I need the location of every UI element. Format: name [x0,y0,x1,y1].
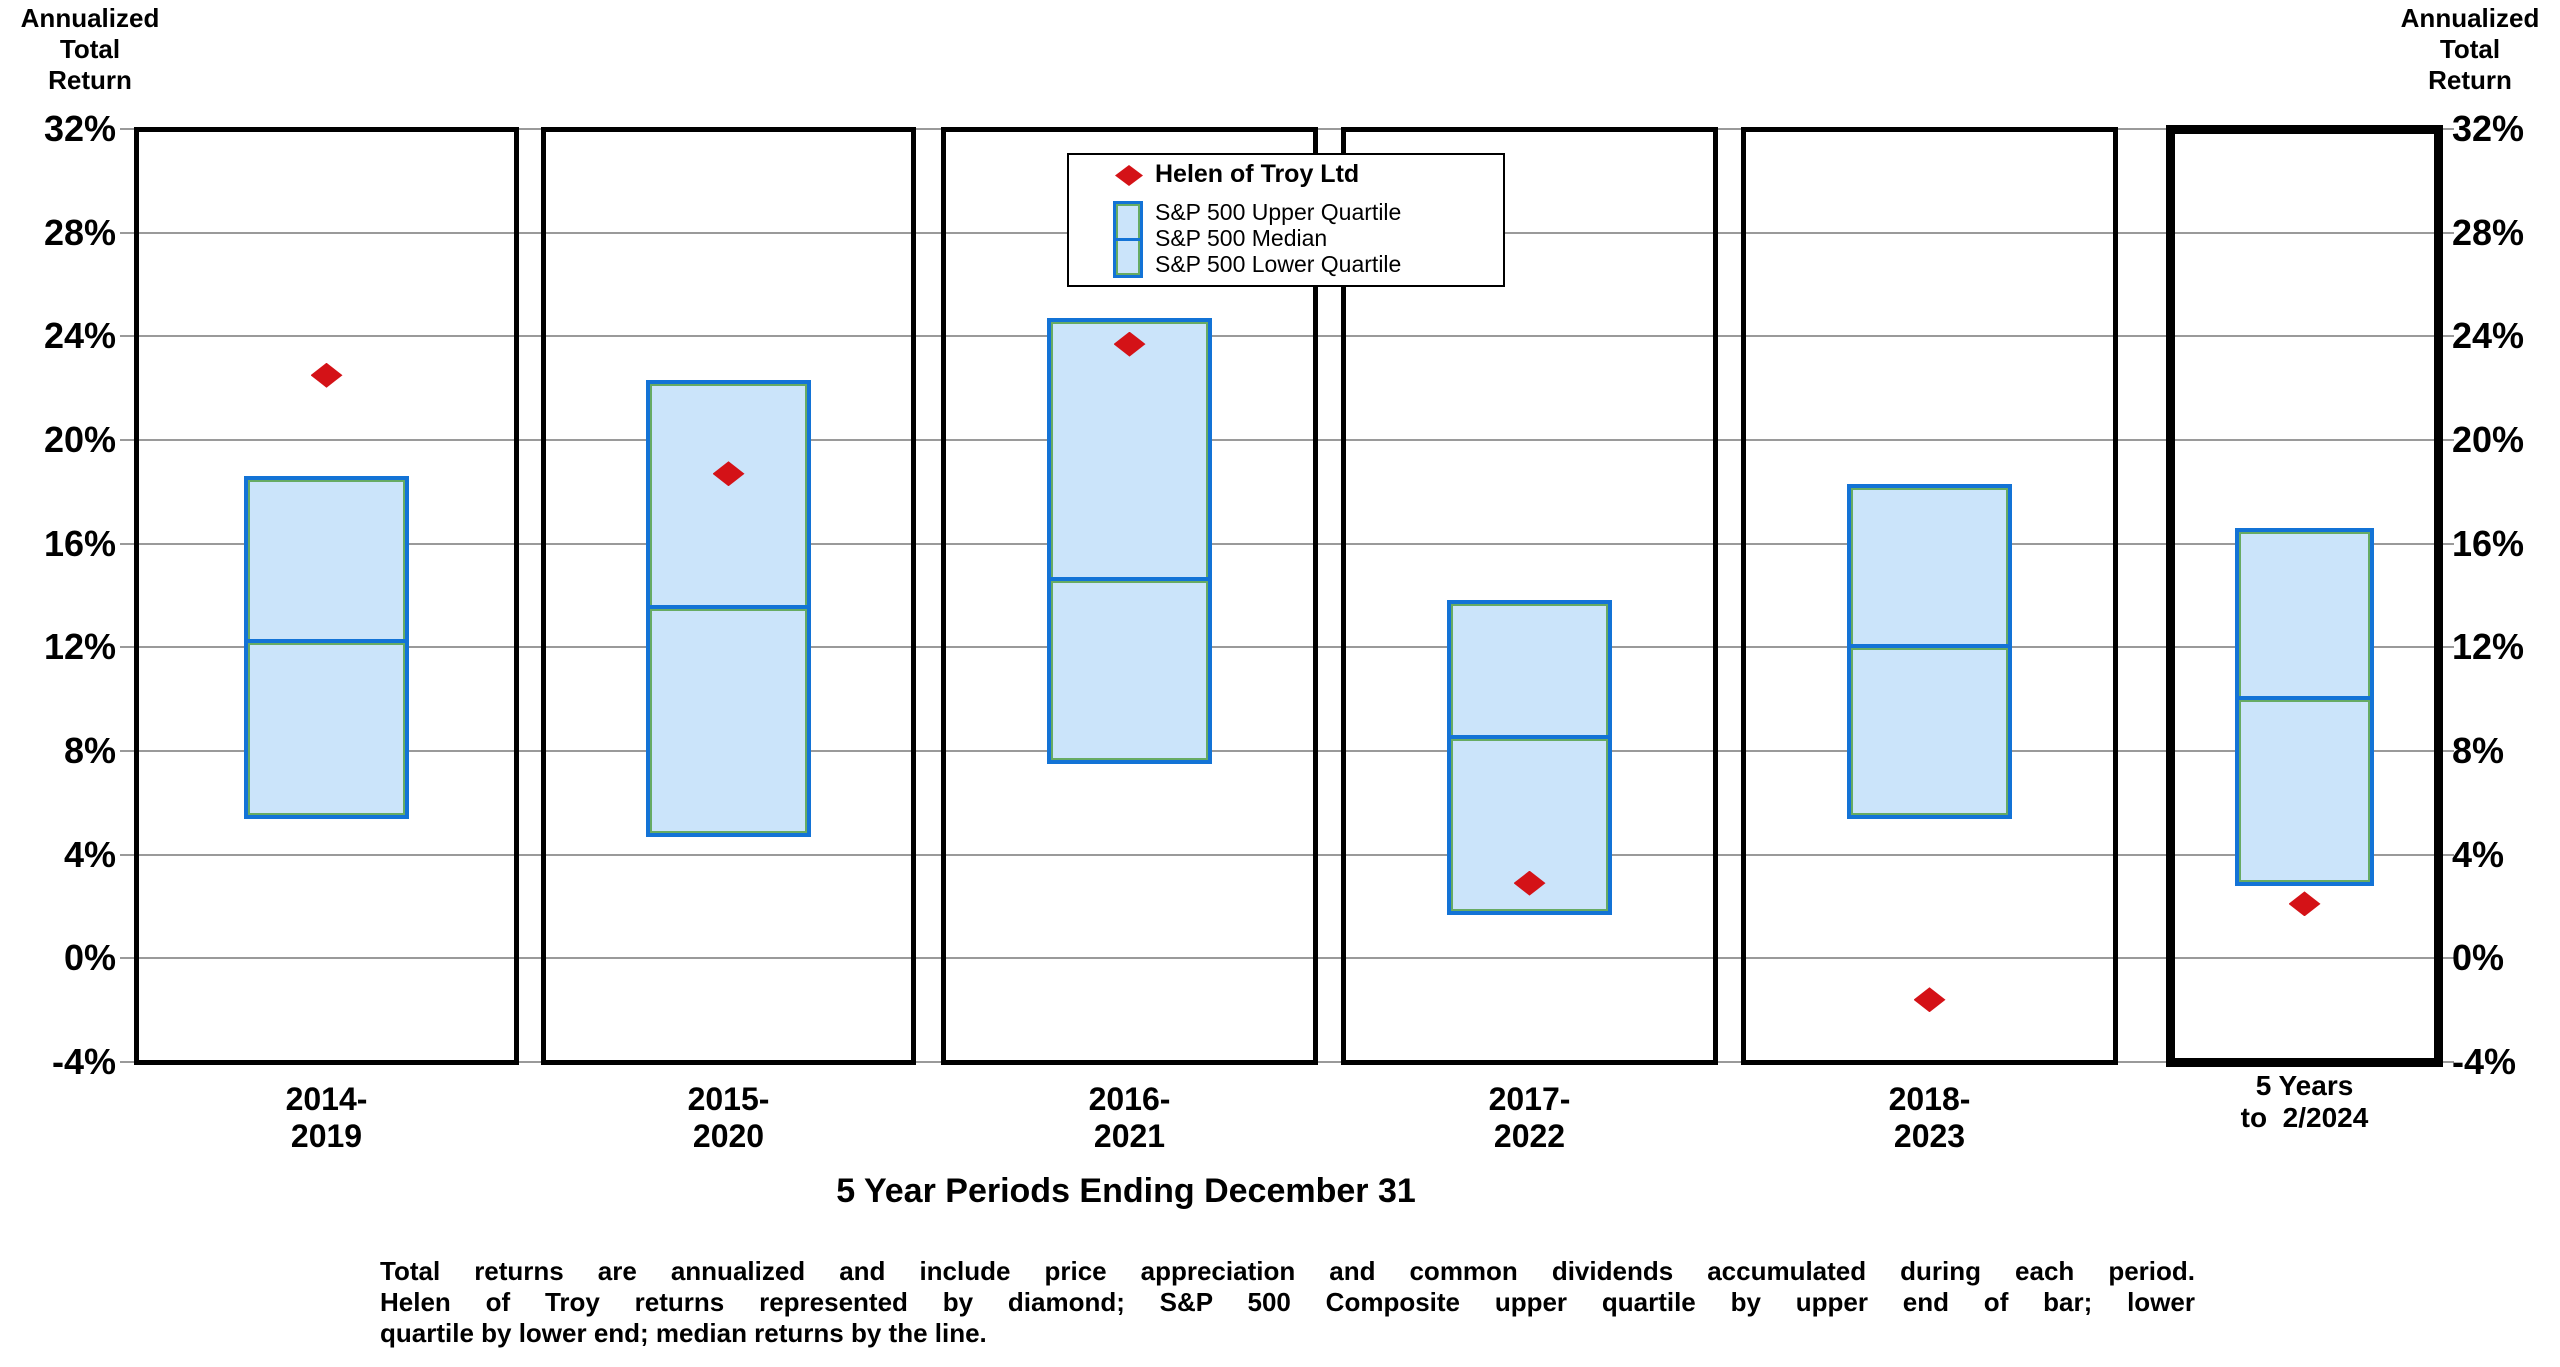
x-axis-period-label-line: 2022 [1493,1118,1566,1154]
left-axis-title-line: Annualized [20,3,160,33]
y-tick-label-left: 24% [43,315,116,357]
x-axis-period-label-line: 2021 [1093,1118,1166,1154]
x-axis-period-label: 2018- 2023 [1780,1081,2080,1155]
y-tick-label-right: 28% [2452,211,2525,253]
legend-lower-quartile-label: S&P 500 Lower Quartile [1155,251,1402,277]
median-line-icon [1116,237,1140,241]
y-tick-label-left: 28% [43,211,116,253]
y-tick-label-left: 12% [43,626,116,668]
x-axis-period-label-line: 2017- [1488,1081,1571,1117]
sp500-median-line [650,605,807,612]
x-axis-period-label-line: 2018- [1888,1081,1971,1117]
period-panel [1741,126,2118,1065]
sp500-quartile-box [1447,600,1612,915]
sp500-median-line [2239,696,2370,703]
period-panel [1341,126,1718,1065]
period-panel [134,126,519,1065]
y-tick-label-left: 20% [43,419,116,460]
y-tick-label-right: 24% [2452,315,2525,357]
sp500-median-line [1451,735,1608,742]
x-axis-period-label-line: to 2/2024 [2240,1102,2369,1133]
x-axis-period-label-line: 2020 [692,1118,765,1154]
gridline [120,853,2454,856]
x-axis-period-label: 2015- 2020 [579,1081,879,1155]
x-axis-period-label-line: 2014- [285,1081,368,1117]
y-tick-label-left: 16% [43,522,116,564]
sp500-median-line [1051,576,1208,583]
sp500-quartile-box [1047,317,1212,765]
period-panel [2166,124,2443,1067]
sp500-median-line [248,639,405,646]
legend-upper-quartile-label: S&P 500 Upper Quartile [1155,199,1402,225]
footnote-line: Total returns are annualized and include… [380,1256,2195,1286]
footnote-line: Helen of Troy returns represented by dia… [380,1287,2195,1317]
x-axis-period-label-line: 2015- [687,1081,770,1117]
y-tick-label-left: 4% [63,833,116,875]
x-axis-title: 5 Year Periods Ending December 31 [836,1172,1416,1210]
x-axis-period-label: 2014- 2019 [177,1081,477,1155]
y-tick-label-right: 4% [2452,833,2505,875]
chart-footnote: Total returns are annualized and include… [380,1256,2195,1349]
period-panel [941,126,1318,1065]
y-tick-label-right: 12% [2452,626,2525,668]
x-axis-period-label-line: 2023 [1893,1118,1966,1154]
y-tick-label-right: 32% [2452,108,2525,149]
left-axis-title: Annualized Total Return [0,3,180,96]
sp500-quartile-box [1847,483,2012,819]
right-axis-title-line: Total [2439,34,2501,64]
y-tick-label-right: 8% [2452,730,2505,771]
chart-legend: Helen of Troy Ltd S&P 500 Upper Quartile… [1067,153,1505,287]
footnote-line: quartile by lower end; median returns by… [380,1318,987,1348]
right-axis-title-line: Annualized [2400,3,2540,33]
gridline [120,335,2454,338]
y-tick-label-right: -4% [2452,1041,2517,1082]
legend-median-label: S&P 500 Median [1155,225,1328,251]
gridline [120,542,2454,545]
x-axis-period-label-line: 2016- [1088,1081,1171,1117]
right-axis-title-line: Return [2428,65,2512,95]
y-tick-label-right: 20% [2452,419,2525,460]
diamond-marker-icon [1115,165,1143,186]
gridline [120,439,2454,441]
legend-company-label: Helen of Troy Ltd [1155,160,1360,188]
x-axis-period-label: 2017- 2022 [1380,1081,1680,1155]
y-tick-label-right: 0% [2452,937,2505,979]
y-tick-label-right: 16% [2452,522,2525,564]
sp500-quartile-box [2235,527,2374,887]
sp500-median-line [1851,644,2008,651]
right-axis-title: Annualized Total Return [2380,3,2560,96]
y-tick-label-left: -4% [51,1041,116,1082]
left-axis-title-line: Return [48,65,132,95]
x-axis-period-label: 5 Years to 2/2024 [2155,1070,2455,1134]
y-tick-label-left: 8% [63,730,116,771]
y-tick-label-left: 0% [63,937,116,979]
x-axis-period-label-line: 5 Years [2255,1070,2354,1101]
gridline [120,750,2454,752]
x-axis-period-label-line: 2019 [290,1118,363,1154]
x-axis-period-label: 2016- 2021 [980,1081,1280,1155]
quartile-box-icon [1113,201,1143,278]
gridline [120,646,2454,649]
y-tick-label-left: 32% [43,108,116,149]
left-axis-title-line: Total [59,34,121,64]
gridline [120,957,2454,960]
sp500-quartile-box [244,475,409,819]
period-panel [541,126,916,1065]
